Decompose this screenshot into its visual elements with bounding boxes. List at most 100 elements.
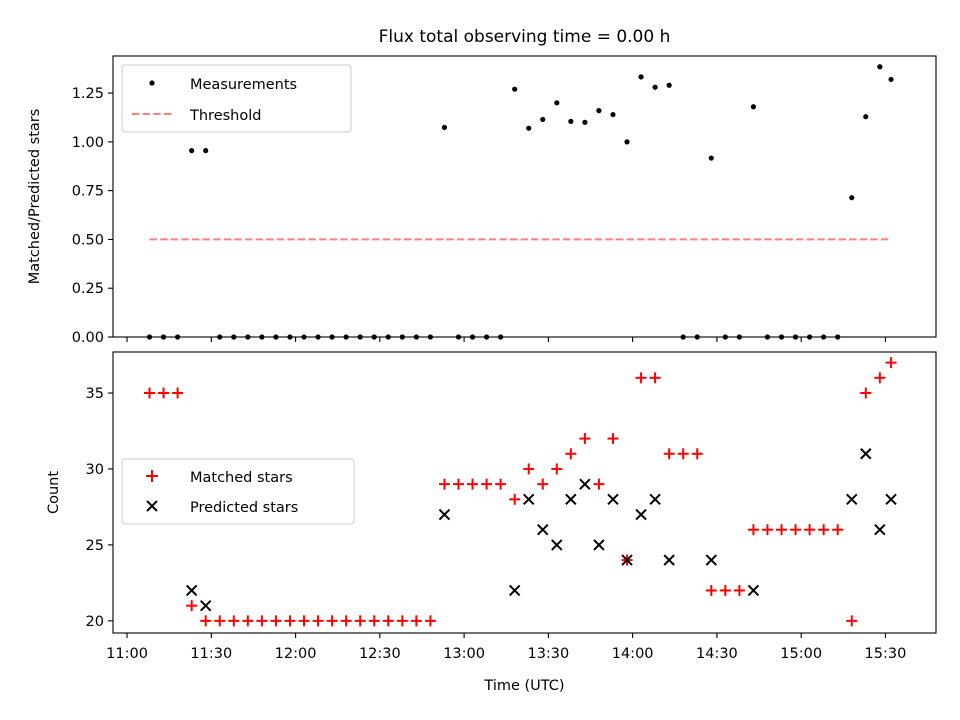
predicted-star-point [649,493,661,506]
measurement-point [708,155,714,161]
bottom-x-tick-label: 11:00 [106,646,148,662]
matched-star-point [635,372,647,384]
matched-star-point [438,478,450,490]
matched-star-point [424,615,436,627]
predicted-star-stroke [663,554,675,566]
top-legend: Measurements Threshold [121,64,352,133]
matched-star-point [846,615,858,627]
predicted-star-point [846,493,858,506]
matched-star-point [382,615,394,627]
matched-star-point [677,448,689,460]
matched-star-point [144,387,156,399]
predicted-star-point [705,554,717,566]
measurement-point [750,104,757,110]
matched-star-point [495,478,507,490]
bottom-x-tick-label: 13:30 [527,646,569,662]
predicted-star-point [551,539,563,551]
matched-star-point [186,600,198,612]
legend-matched-label: Matched stars [190,470,293,486]
matched-star-point [284,615,296,627]
matched-star-point [172,387,184,399]
predicted-star-point [508,584,521,597]
predicted-star-stroke [635,508,647,521]
predicted-star-point [621,554,633,566]
measurement-point [638,74,644,80]
top-panel: Flux total observing time = 0.00 h 0.000… [27,27,937,346]
predicted-star-stroke [747,584,760,597]
measurement-point [189,148,195,154]
bottom-x-tick-label: 14:30 [696,646,738,662]
matched-star-point [340,615,352,627]
matched-star-point [452,478,464,490]
predicted-star-point [885,493,897,506]
predicted-star-point [635,508,647,521]
predicted-star-stroke [537,524,549,536]
predicted-star-point [747,584,760,597]
matched-star-point [537,478,549,490]
predicted-star-point [565,493,577,506]
bottom-y-tick-label: 35 [86,386,104,402]
measurement-point [652,84,658,90]
matched-star-point [705,584,717,596]
bottom-legend-box [121,458,355,525]
measurement-point [554,100,560,106]
measurement-point [568,118,574,124]
matched-star-point [481,478,493,490]
matched-star-point [326,615,338,627]
predicted-star-stroke [565,493,577,506]
matched-star-point [312,615,324,627]
top-y-tick-label: 1.25 [72,86,104,102]
matched-star-point [410,615,422,627]
bottom-plot-frame [112,351,937,634]
top-y-tick-label: 0.25 [72,281,104,297]
predicted-star-point [579,478,591,490]
matched-star-point [747,524,759,536]
predicted-star-stroke [607,493,619,506]
matched-star-point [200,615,212,627]
predicted-star-stroke [199,599,212,612]
matched-star-point [228,615,240,627]
matched-star-point [368,615,380,627]
matched-star-point [214,615,226,627]
matched-star-point [354,615,366,627]
matched-star-point [733,584,745,596]
legend-measurements-label: Measurements [190,77,297,93]
bottom-x-tick-label: 15:30 [865,646,907,662]
bottom-x-tick-label: 15:00 [780,646,822,662]
bottom-x-tick-label: 12:00 [275,646,317,662]
matched-star-point [242,615,254,627]
bottom-y-axis-label: Count [46,471,62,514]
predicted-star-stroke [593,539,605,551]
legend-matched-marker [146,470,158,482]
measurement-point [624,139,630,145]
top-x-axis [126,337,886,342]
bottom-y-tick-label: 25 [86,538,104,554]
predicted-star-point [860,448,872,460]
legend-predicted-marker [146,500,158,512]
measurement-point [888,76,894,83]
measurement-point [526,125,532,131]
measurement-point [203,148,209,154]
predicted-star-point [607,493,619,506]
measurement-point [512,86,518,92]
matched-star-point [761,524,773,536]
matched-star-point [467,478,479,490]
matched-star-point [565,448,577,460]
predicted-star-stroke [649,493,661,506]
matched-star-point [719,584,731,596]
matched-star-point [551,463,563,475]
measurement-point [582,119,588,125]
measurement-point [610,111,616,118]
legend-measurements-marker [149,80,155,86]
measurement-point [849,195,855,201]
predicted-star-stroke [885,493,897,506]
matched-star-point [860,387,872,399]
top-legend-box [121,64,352,133]
legend-predicted-label: Predicted stars [190,500,298,516]
top-y-tick-label: 0.75 [72,184,104,200]
matched-star-point [396,615,408,627]
predicted-star-stroke [621,554,633,566]
predicted-star-stroke [438,508,451,521]
matched-star-point [256,615,268,627]
